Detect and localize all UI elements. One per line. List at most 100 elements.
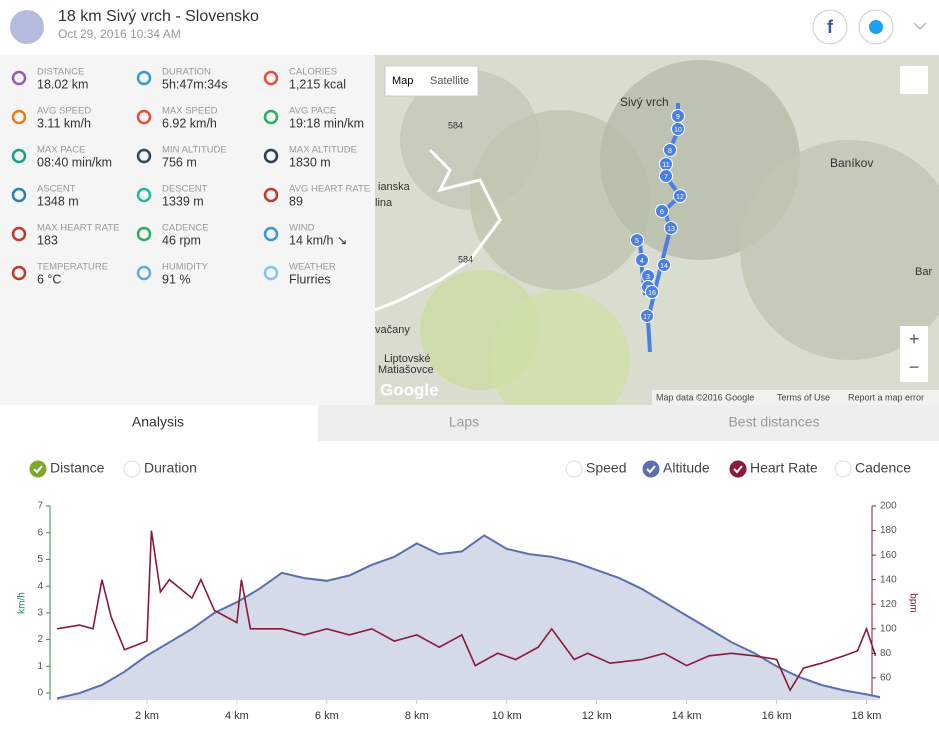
stat-value: Flurries — [289, 272, 331, 286]
stat-label: WEATHER — [289, 262, 336, 273]
place-label: Sivý vrch — [620, 95, 669, 109]
stat-icon — [11, 187, 27, 203]
place-label: ianska — [378, 181, 411, 193]
toggle-checkbox[interactable] — [642, 460, 660, 478]
stat-value: 08:40 min/km — [37, 155, 112, 169]
map-type-box — [384, 65, 479, 97]
marker-label: 14 — [660, 263, 668, 270]
toggle-label: Speed — [586, 460, 626, 476]
stat-icon — [263, 187, 279, 203]
route-marker — [664, 221, 678, 235]
fullscreen[interactable] — [900, 66, 928, 94]
y2-tick-label: 60 — [880, 673, 892, 684]
marker-label: 17 — [643, 314, 651, 321]
stat-value: 183 — [37, 233, 58, 247]
stat-label: AVG HEART RATE — [289, 184, 370, 195]
marker-label: 9 — [676, 114, 680, 121]
stat-value: 89 — [289, 194, 303, 208]
active-tab[interactable] — [0, 405, 318, 441]
check-mark — [33, 465, 43, 474]
title: 18 km Sivý vrch - Slovensko — [58, 8, 259, 25]
y-axis-label: km/h — [17, 592, 28, 614]
map-type-button[interactable]: Satellite — [430, 75, 469, 87]
terrain — [740, 140, 939, 360]
stat-value: 19:18 min/km — [289, 116, 364, 130]
stat-icon — [11, 265, 27, 281]
route-marker — [663, 143, 677, 157]
y2-tick-label: 100 — [880, 623, 897, 634]
marker-label: 7 — [664, 174, 668, 181]
stat-icon — [136, 109, 152, 125]
dropdown[interactable] — [913, 22, 927, 31]
stat-icon — [11, 148, 27, 164]
route-marker — [657, 258, 671, 272]
toggle-checkbox[interactable] — [123, 460, 141, 478]
stat-icon — [263, 148, 279, 164]
stat-icon — [136, 148, 152, 164]
toggle-checkbox[interactable] — [729, 460, 747, 478]
toggle-checkbox[interactable] — [565, 460, 583, 478]
y2-tick-label: 160 — [880, 550, 897, 561]
toggle-label: Duration — [144, 460, 197, 476]
tab[interactable]: Laps — [449, 414, 479, 430]
stat-label: TEMPERATURE — [37, 262, 108, 273]
y-tick-label: 2 — [37, 634, 43, 645]
map-footer-text: Terms of Use — [777, 392, 830, 402]
y-tick-label: 6 — [37, 527, 43, 538]
stat-value: 14 km/h ↘ — [289, 233, 347, 247]
y-tick-label: 3 — [37, 608, 43, 619]
stat-icon — [136, 70, 152, 86]
stat-label: AVG SPEED — [37, 106, 91, 117]
toggle-checkbox[interactable] — [834, 460, 852, 478]
stat-icon — [136, 226, 152, 242]
tab[interactable]: Analysis — [132, 414, 184, 430]
marker-label: 4 — [640, 258, 644, 265]
marker-label: 6 — [660, 209, 664, 216]
toggle-checkbox[interactable] — [29, 460, 47, 478]
stat-icon — [263, 109, 279, 125]
map-type-button[interactable]: Map — [392, 75, 413, 87]
map-footer-text: Map data ©2016 Google — [656, 392, 754, 402]
stat-label: ASCENT — [37, 184, 76, 195]
x-tick-label: 4 km — [225, 710, 249, 722]
zoom-button[interactable]: + — [909, 329, 920, 349]
zoom-button[interactable]: − — [909, 357, 920, 377]
stats-panel — [0, 55, 375, 405]
zoom-box — [900, 326, 928, 382]
terrain — [490, 290, 630, 430]
stat-icon — [263, 70, 279, 86]
route-marker — [659, 169, 673, 183]
y2-tick-label: 200 — [880, 501, 897, 512]
stat-icon — [11, 70, 27, 86]
place-label: vačany — [375, 324, 410, 336]
x-tick-label: 6 km — [315, 710, 339, 722]
x-tick-label: 8 km — [405, 710, 429, 722]
place-label: 584 — [448, 120, 463, 130]
stat-value: 91 % — [162, 272, 191, 286]
y2-tick-label: 180 — [880, 525, 897, 536]
stat-value: 3.11 km/h — [37, 116, 91, 130]
stat-icon — [263, 265, 279, 281]
map-layer: 9108117126135414321617Sivý vrchBaníkov58… — [374, 60, 939, 430]
stat-value: 18.02 km — [37, 77, 88, 91]
sport-icon — [10, 10, 44, 44]
marker-label: 13 — [667, 226, 675, 233]
y-tick-label: 4 — [37, 581, 43, 592]
stat-label: CALORIES — [289, 67, 337, 78]
stat-icon — [136, 187, 152, 203]
tab[interactable]: Best distances — [728, 414, 819, 430]
stat-icon — [11, 226, 27, 242]
stat-label: WIND — [289, 223, 314, 234]
place-label: Matiašovce — [378, 364, 434, 376]
y2-tick-label: 120 — [880, 599, 897, 610]
series-line — [56, 534, 881, 700]
y-tick-label: 0 — [37, 688, 43, 699]
stat-value: 6 °C — [37, 272, 61, 286]
stat-icon — [263, 226, 279, 242]
facebook-button[interactable] — [812, 9, 848, 45]
route-marker — [671, 122, 685, 136]
marker-label: 16 — [648, 290, 656, 297]
stat-value: 6.92 km/h — [162, 116, 217, 130]
x-tick-label: 16 km — [762, 710, 792, 722]
